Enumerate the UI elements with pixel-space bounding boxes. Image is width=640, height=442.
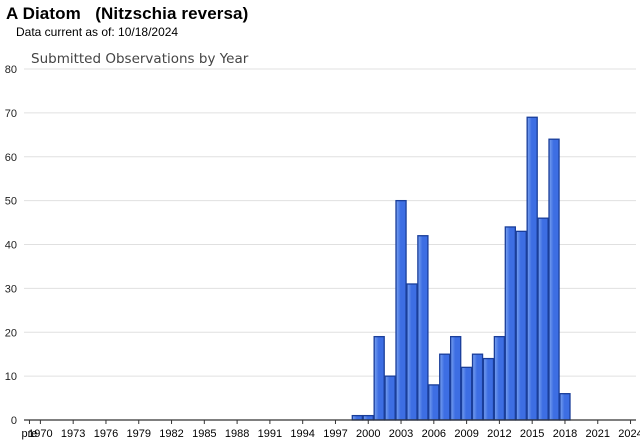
- bar-2018: [559, 393, 571, 421]
- bar-2004: [406, 283, 418, 421]
- x-tick-label: 2006: [422, 428, 446, 440]
- bar-2017: [548, 138, 560, 421]
- chart-title: Submitted Observations by Year: [31, 51, 249, 67]
- y-tick-label: 40: [5, 240, 17, 252]
- bar-1999: [351, 414, 363, 421]
- bar-2003: [395, 199, 407, 421]
- data-current-date: Data current as of: 10/18/2024: [16, 25, 179, 39]
- x-tick-label: 2012: [487, 428, 511, 440]
- x-tick-label: 1994: [290, 428, 314, 440]
- x-tick-label: 1985: [192, 428, 216, 440]
- bar-2006: [428, 384, 440, 421]
- x-tick-label: pre: [22, 428, 38, 440]
- x-tick-label: 1976: [94, 428, 118, 440]
- x-tick-label: 2024: [618, 428, 640, 440]
- y-tick-label: 10: [5, 371, 17, 383]
- y-axis-ticks: 0 10 20 30 40 50 60 70 80: [5, 64, 17, 427]
- bar-2013: [504, 226, 516, 421]
- x-tick-label: 2018: [553, 428, 577, 440]
- x-tick-label: 2015: [520, 428, 544, 440]
- bar-2007: [439, 353, 451, 421]
- x-tick-label: 1991: [258, 428, 282, 440]
- x-tick-label: 2009: [454, 428, 478, 440]
- x-tick-label: 2003: [389, 428, 413, 440]
- y-tick-label: 20: [5, 327, 17, 339]
- y-tick-label: 70: [5, 108, 17, 120]
- bar-2002: [384, 375, 396, 421]
- x-tick-label: 1982: [159, 428, 183, 440]
- y-tick-label: 80: [5, 64, 17, 76]
- bar-2016: [537, 217, 549, 421]
- bar-series: [351, 116, 571, 421]
- x-tick-label: 2000: [356, 428, 380, 440]
- bar-2014: [515, 230, 527, 421]
- bar-2012: [493, 335, 506, 421]
- x-tick-label: 1997: [323, 428, 347, 440]
- x-tick-label: 2021: [586, 428, 610, 440]
- bar-2001: [373, 335, 385, 421]
- y-tick-label: 0: [11, 415, 17, 427]
- x-tick-label: 1988: [225, 428, 249, 440]
- page-title: A Diatom (Nitzschia reversa): [6, 4, 249, 23]
- bar-2005: [417, 235, 429, 421]
- y-tick-label: 60: [5, 152, 17, 164]
- bar-2011: [482, 357, 495, 421]
- bar-2009: [460, 366, 473, 421]
- x-tick-label: 1973: [61, 428, 85, 440]
- x-tick-label: 1979: [127, 428, 151, 440]
- bar-2000: [362, 414, 374, 421]
- x-tick-label: 1970: [28, 428, 52, 440]
- bar-2015: [526, 116, 538, 421]
- y-tick-label: 50: [5, 196, 17, 208]
- y-tick-label: 30: [5, 283, 17, 295]
- bar-2010: [471, 353, 484, 421]
- bar-2008: [450, 335, 462, 421]
